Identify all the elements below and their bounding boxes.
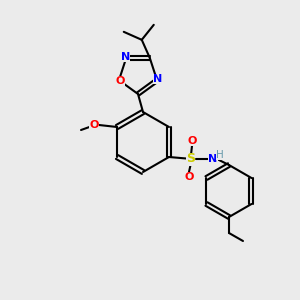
Text: O: O	[115, 76, 125, 86]
Text: O: O	[187, 136, 197, 146]
Text: N: N	[208, 154, 217, 164]
Text: N: N	[121, 52, 130, 62]
Text: H: H	[216, 150, 224, 160]
Text: O: O	[89, 120, 99, 130]
Text: O: O	[184, 172, 194, 182]
Text: N: N	[153, 74, 163, 84]
Text: S: S	[187, 152, 196, 166]
